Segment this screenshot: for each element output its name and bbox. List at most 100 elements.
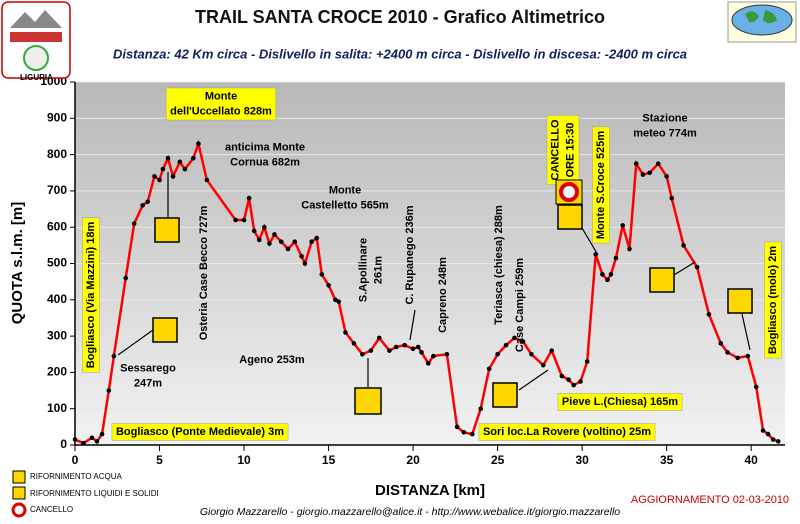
y-tick-label: 500 <box>47 256 67 270</box>
annotation: Bogliasco (Via Mazzini) 18m <box>82 217 100 373</box>
annotation-text: CANCELLO <box>549 119 561 181</box>
point <box>165 155 171 161</box>
point <box>745 353 751 359</box>
point <box>540 362 546 368</box>
annotation: Monte Castelletto 565m <box>301 184 389 211</box>
annotation-text: 261m <box>372 256 384 284</box>
annotation-text: anticima Monte <box>225 141 305 153</box>
point <box>605 277 610 283</box>
point <box>549 348 555 353</box>
point <box>486 366 492 372</box>
annotation-box <box>111 423 289 441</box>
annotation-box <box>557 393 683 411</box>
point <box>669 195 675 201</box>
x-tick-label: 20 <box>406 453 420 467</box>
x-axis-label: DISTANZA [km] <box>375 482 485 499</box>
annotations: Monte dell'Uccellato 828m Bogliasco (Via M… <box>82 87 782 441</box>
point <box>262 224 267 230</box>
annotation: CANCELLO ORE 15:30 <box>546 115 580 185</box>
x-tick-label: 30 <box>575 453 589 467</box>
point <box>419 350 424 355</box>
y-axis-label: QUOTA s.l.m. [m] <box>9 202 26 325</box>
annotation-box <box>764 241 782 359</box>
point <box>278 239 284 245</box>
point <box>647 170 653 176</box>
annotation: Sori loc.La Rovere (voltino) 25m <box>478 423 656 441</box>
point <box>326 282 331 288</box>
point <box>177 159 183 165</box>
annotation: Stazione meteo 774m <box>633 112 697 139</box>
footer: Giorgio Mazzarello - giorgio.mazzarello@… <box>200 506 620 518</box>
globe-logo <box>727 1 797 43</box>
point <box>431 353 436 359</box>
point <box>529 351 534 357</box>
chart-title: TRAIL SANTA CROCE 2010 - Grafico Altimet… <box>195 7 605 27</box>
point <box>99 431 105 437</box>
icons <box>152 204 753 415</box>
point <box>613 255 619 261</box>
y-tick-label: 200 <box>47 365 67 379</box>
y-tick-label: 300 <box>47 328 67 342</box>
annotation-text: Cornua 682m <box>230 156 300 168</box>
point <box>640 172 646 177</box>
point <box>478 406 484 412</box>
point <box>633 161 639 166</box>
point <box>170 174 176 179</box>
point <box>426 361 431 366</box>
annotation: Teriasca (chiesa) 288m <box>493 205 505 325</box>
point <box>140 203 145 208</box>
point <box>292 239 298 245</box>
point <box>664 174 669 179</box>
point <box>402 342 407 348</box>
annotation: Ageno 253m <box>239 354 305 366</box>
point <box>608 272 614 277</box>
point <box>520 339 526 344</box>
annotation: C. Rupanego 236m <box>404 205 416 304</box>
legend-text: CANCELLO <box>30 505 73 514</box>
point <box>319 272 325 277</box>
point <box>152 174 157 179</box>
logo <box>1 1 71 79</box>
point <box>272 232 277 237</box>
point <box>131 221 137 226</box>
annotation-text: Bogliasco (molo) 2m <box>767 246 779 354</box>
point <box>627 246 632 252</box>
x-tick-label: 35 <box>660 453 674 467</box>
point <box>246 195 252 201</box>
annotation-text: Monte <box>205 90 237 102</box>
point <box>725 350 730 355</box>
annotation-text: Monte <box>329 184 361 196</box>
point <box>81 440 86 446</box>
point <box>495 351 500 357</box>
point <box>89 435 95 441</box>
point <box>196 141 201 147</box>
annotation: Pieve L.(Chiesa) 165m <box>557 393 683 411</box>
x-tick-label: 10 <box>237 453 251 467</box>
annotation: Bogliasco (Ponte Medievale) 3m <box>111 423 289 441</box>
point <box>336 299 342 304</box>
annotation-text: Teriasca (chiesa) 288m <box>493 205 505 325</box>
annotation-text: Stazione <box>642 112 687 124</box>
cancello-icon <box>555 179 583 205</box>
annotation: anticima Monte Cornua 682m <box>225 141 305 168</box>
legend-text: RIFORNIMENTO LIQUIDI E SOLIDI <box>30 489 159 498</box>
arrows <box>117 172 751 391</box>
point <box>760 428 766 433</box>
point <box>571 382 576 388</box>
point <box>368 348 374 353</box>
point <box>775 439 781 444</box>
legend-icons <box>11 470 27 518</box>
point <box>241 217 247 223</box>
point <box>765 431 771 437</box>
annotation-text: C. Rupanego 236m <box>404 205 416 304</box>
point <box>299 253 304 259</box>
x-tick-label: 25 <box>491 453 505 467</box>
point <box>314 235 320 241</box>
point <box>454 424 460 430</box>
point <box>444 351 450 357</box>
y-tick-label: 600 <box>47 219 67 233</box>
annotation: Capreno 248m <box>437 257 449 333</box>
point <box>111 353 117 359</box>
point <box>360 351 365 357</box>
point <box>503 342 509 348</box>
